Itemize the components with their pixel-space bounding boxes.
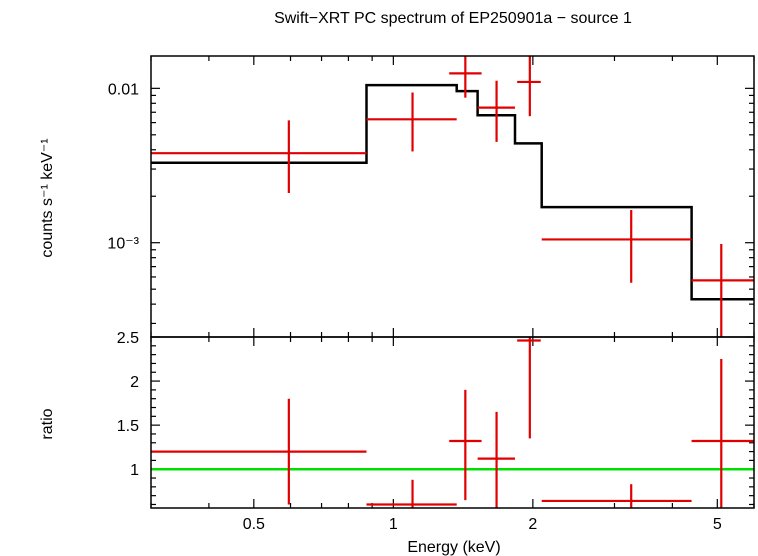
y-tick-label-spectrum: 0.01 [108, 81, 139, 98]
data-point-ratio [151, 398, 367, 505]
x-tick-label: 1 [389, 516, 398, 533]
data-point-ratio [691, 359, 754, 508]
y-tick-label-spectrum: 10⁻³ [107, 236, 139, 253]
spectrum-panel-frame [150, 55, 755, 338]
y-tick-label-ratio: 2.5 [117, 330, 139, 347]
x-tick-label: 2 [528, 516, 537, 533]
y-tick-label-ratio: 1.5 [117, 418, 139, 435]
data-point-ratio [477, 411, 515, 508]
y-axis-label-ratio: ratio [39, 408, 56, 439]
data-point-spectrum [691, 244, 754, 337]
x-axis-label: Energy (keV) [407, 539, 500, 556]
axis-ticks [150, 56, 755, 508]
x-tick-label: 0.5 [243, 516, 265, 533]
data-point-spectrum [449, 56, 482, 98]
data-point-spectrum [477, 80, 515, 142]
data-point-ratio [541, 484, 692, 508]
y-tick-label-ratio: 2 [130, 374, 139, 391]
y-tick-label-ratio: 1 [130, 462, 139, 479]
chart-title: Swift−XRT PC spectrum of EP250901a − sou… [274, 10, 632, 27]
data-point-spectrum [366, 92, 457, 152]
data-point-ratio [449, 389, 482, 501]
x-tick-label: 5 [713, 516, 722, 533]
data-point-ratio [366, 479, 457, 508]
data-point-spectrum [541, 209, 692, 283]
data-point-spectrum [517, 56, 541, 117]
data-point-ratio [517, 337, 541, 439]
model-step-line [151, 83, 754, 301]
data-point-spectrum [151, 120, 367, 193]
y-axis-label-spectrum: counts s⁻¹ keV⁻¹ [39, 138, 56, 257]
ratio-panel-frame [150, 336, 755, 509]
